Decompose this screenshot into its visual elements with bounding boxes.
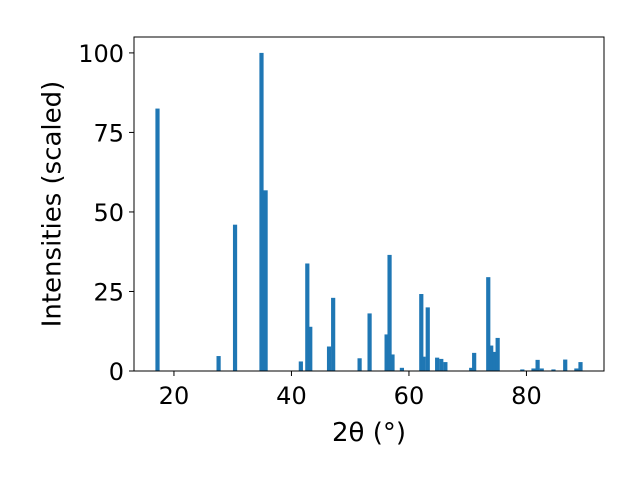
bar-6: [305, 263, 310, 371]
bar-23: [472, 352, 477, 371]
bar-11: [367, 313, 372, 371]
bar-16: [419, 294, 424, 371]
bar-29: [531, 368, 536, 371]
bar-19: [435, 357, 440, 371]
bar-27: [495, 337, 500, 371]
bar-5: [298, 361, 303, 371]
bar-0: [155, 108, 160, 371]
bar-28: [520, 369, 525, 371]
bar-35: [578, 362, 583, 371]
bar-34: [574, 368, 579, 371]
x-tick-label-3: 80: [511, 382, 542, 410]
bar-10: [357, 358, 362, 371]
bar-24: [486, 277, 491, 371]
y-axis-label: Intensities (scaled): [38, 81, 68, 328]
bar-20: [439, 358, 444, 371]
bar-4: [263, 190, 268, 371]
bar-1: [216, 356, 221, 371]
bar-7: [308, 326, 313, 371]
bar-25: [489, 345, 494, 371]
bar-13: [387, 254, 392, 371]
bar-26: [492, 351, 497, 371]
bar-17: [421, 356, 426, 371]
bar-31: [539, 368, 544, 371]
x-tick-label-2: 60: [394, 382, 425, 410]
bar-21: [443, 362, 448, 371]
bar-15: [399, 367, 404, 371]
y-tick-label-0: 0: [109, 358, 124, 386]
x-axis-label: 2θ (°): [332, 418, 406, 448]
y-tick-label-1: 25: [93, 278, 124, 306]
bar-3: [259, 52, 264, 372]
plot-frame: [133, 36, 605, 372]
bar-14: [390, 354, 395, 371]
bar-30: [535, 359, 540, 371]
bar-18: [425, 307, 430, 371]
y-tick-label-4: 100: [78, 40, 124, 68]
y-tick-label-2: 50: [93, 199, 124, 227]
y-tick-label-3: 75: [93, 119, 124, 147]
x-tick-label-0: 20: [159, 382, 190, 410]
bar-32: [551, 369, 556, 371]
bar-12: [384, 334, 389, 371]
bar-33: [563, 359, 568, 371]
bar-2: [232, 224, 238, 371]
axis-ticks: 20 40 60 80 0 25 50 75 100: [78, 40, 542, 410]
bar-8: [326, 346, 332, 371]
bar-22: [469, 367, 474, 371]
x-tick-label-1: 40: [276, 382, 307, 410]
bar-9: [331, 297, 336, 371]
bar-series: [155, 52, 583, 372]
